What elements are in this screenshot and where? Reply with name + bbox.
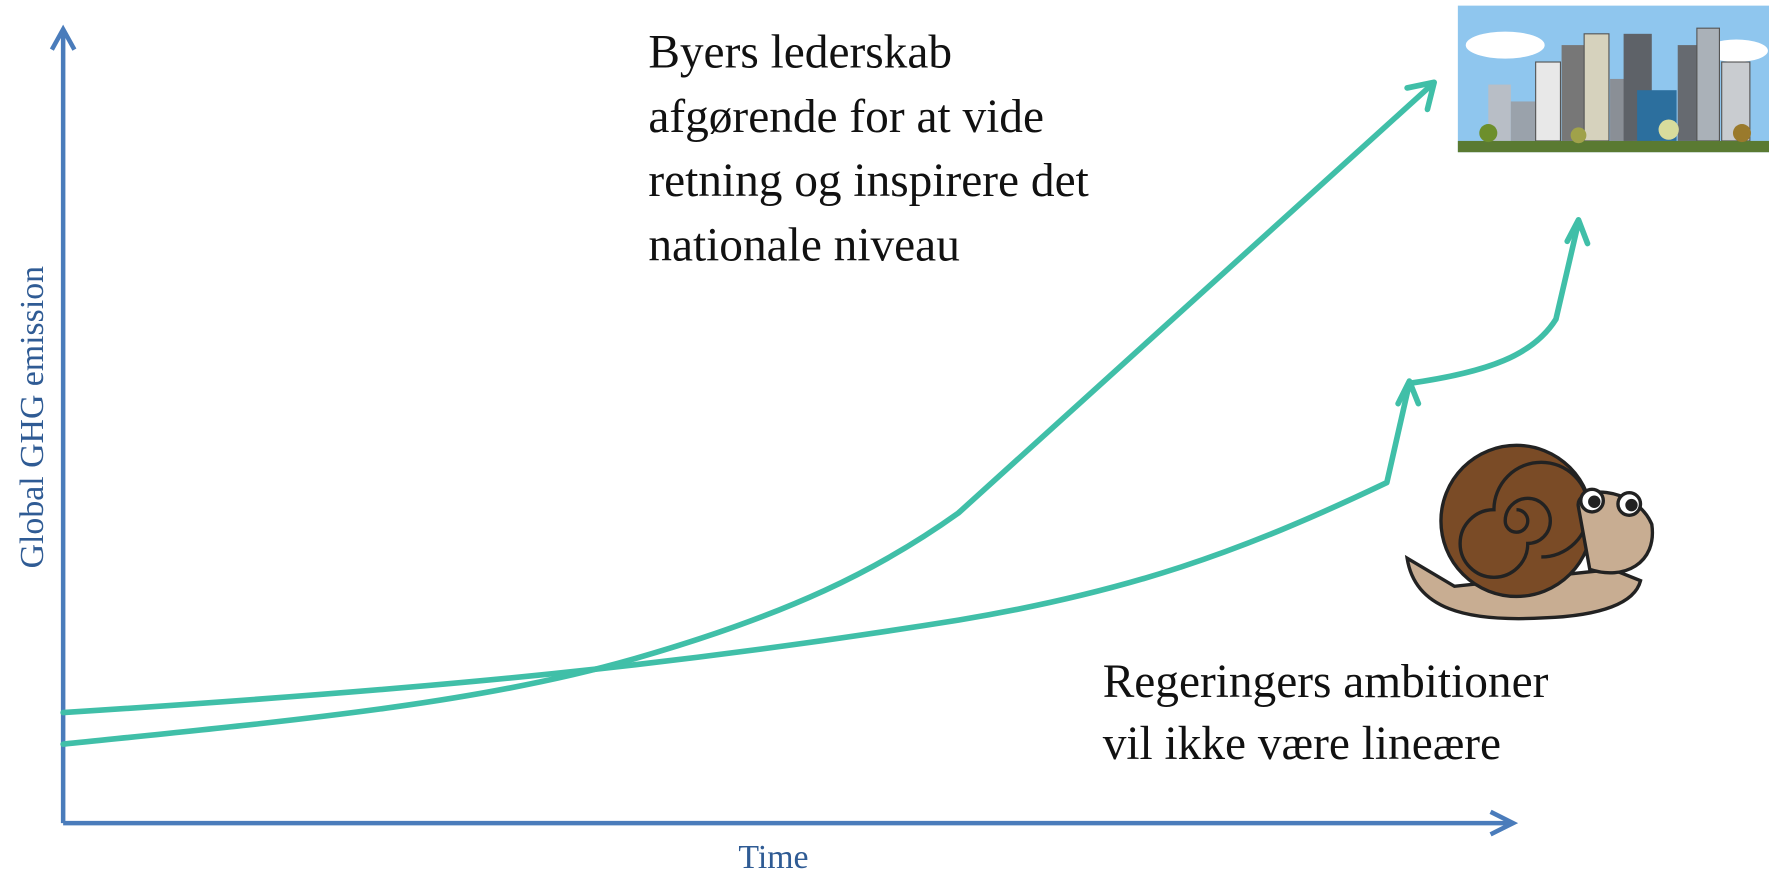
note-line: nationale niveau bbox=[648, 219, 960, 271]
y-axis-label: Global GHG emission bbox=[14, 266, 51, 569]
x-axis bbox=[63, 809, 1519, 837]
government-curve bbox=[60, 219, 1582, 716]
note-line: afgørende for at vide bbox=[648, 91, 1044, 143]
snail-illustration bbox=[1404, 443, 1655, 621]
arrowhead bbox=[1395, 217, 1591, 407]
cities-note: Byers lederskab afgørende for at vide re… bbox=[648, 27, 1088, 272]
note-line: vil ikke være lineære bbox=[1103, 718, 1501, 770]
governments-note: Regeringers ambitioner vil ikke være lin… bbox=[1103, 656, 1549, 770]
arrowhead bbox=[1404, 79, 1437, 113]
canvas: Global GHG emission Time Byers lederskab… bbox=[14, 5, 1769, 874]
note-line: Regeringers ambitioner bbox=[1103, 656, 1549, 708]
x-axis-label: Time bbox=[738, 839, 808, 874]
city-illustration bbox=[1457, 5, 1769, 153]
note-line: retning og inspirere det bbox=[648, 155, 1088, 207]
note-line: Byers lederskab bbox=[648, 27, 952, 79]
y-axis bbox=[49, 24, 77, 824]
